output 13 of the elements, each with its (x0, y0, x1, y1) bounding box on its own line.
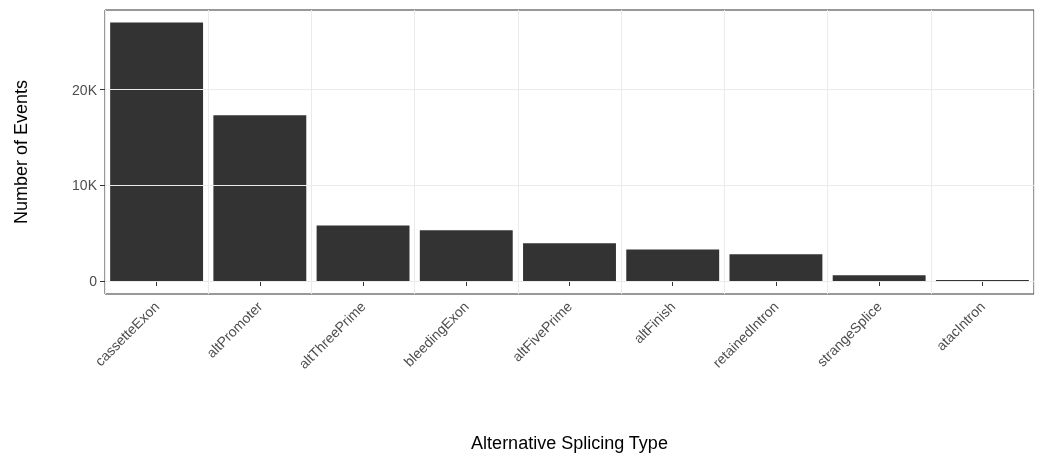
bar (729, 254, 823, 282)
x-axis-title: Alternative Splicing Type (471, 433, 668, 453)
bar (626, 249, 720, 282)
bar (523, 243, 616, 282)
bar (316, 225, 410, 282)
y-tick-label: 0 (89, 273, 98, 290)
y-axis-title: Number of Events (11, 79, 31, 225)
bar (832, 275, 926, 282)
bar (110, 22, 204, 282)
bar (213, 115, 307, 282)
y-tick-label: 10K (72, 177, 98, 194)
y-tick-label: 20K (72, 81, 98, 98)
bar (419, 230, 513, 282)
